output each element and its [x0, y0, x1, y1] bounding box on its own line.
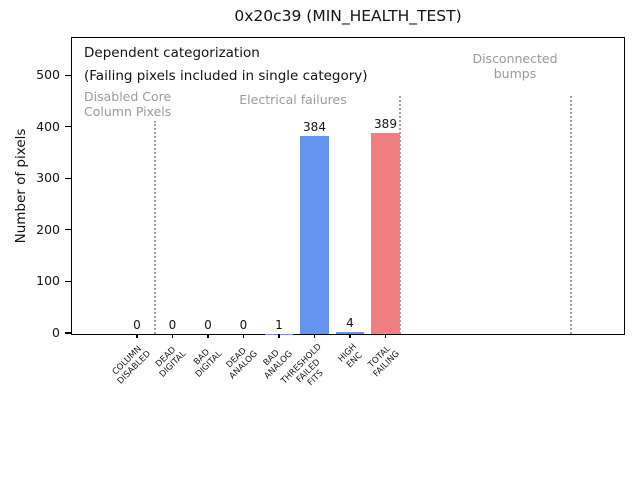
x-tick-mark [278, 334, 280, 338]
section-separator-dotted-line [154, 121, 156, 334]
x-tick-mark [349, 334, 351, 338]
y-tick-mark [65, 332, 71, 334]
bar-6 [335, 331, 365, 334]
annotation-failing-note: (Failing pixels included in single categ… [84, 68, 368, 84]
section-label-disabled-core-column-pixels: Disabled Core Column Pixels [84, 89, 172, 120]
bar-slot-2: 0 [190, 38, 226, 334]
y-tick-label: 100 [36, 273, 60, 289]
x-tick-label-text: HIGH ENC [336, 342, 365, 371]
section-separator-dotted-line [570, 96, 572, 334]
y-tick-mark [65, 280, 71, 283]
bar-value-label: 4 [346, 315, 354, 330]
y-tick-label: 0 [52, 325, 60, 340]
x-tick-label-text: DEAD DIGITAL [154, 345, 189, 380]
bar-4 [264, 333, 294, 334]
y-tick-label: 400 [36, 118, 60, 134]
section-label-electrical-failures: Electrical failures [239, 92, 347, 107]
bar-slot-3: 0 [226, 38, 262, 334]
x-tick-mark [313, 334, 316, 338]
y-tick-label: 500 [36, 67, 60, 83]
plot-area: 0 0 0 0 1 384 4 389 [71, 37, 625, 338]
chart-title: 0x20c39 (MIN_HEALTH_TEST) [234, 7, 462, 25]
x-tick-mark [136, 334, 138, 338]
y-tick-mark [65, 177, 71, 179]
x-tick-mark [384, 334, 387, 338]
bar-value-label: 384 [303, 120, 326, 135]
bar-value-label: 0 [204, 318, 212, 332]
y-tick-mark [65, 126, 71, 128]
bar-5 [300, 136, 329, 334]
y-tick-label: 300 [36, 170, 60, 186]
section-separator-dotted-line [399, 96, 401, 334]
bar-value-label: 0 [133, 318, 141, 332]
bar-slot-4: 1 [261, 38, 297, 334]
x-tick-label-text: TOTAL FAILING [366, 343, 402, 380]
y-tick-label: 200 [36, 221, 60, 237]
x-tick-mark [207, 334, 209, 338]
x-tick-label-text: COLUMN DISABLED [110, 344, 154, 387]
x-tick-label-text: BAD DIGITAL [191, 347, 225, 380]
bar-value-label: 1 [275, 317, 283, 332]
bar-value-label: 0 [239, 318, 248, 332]
x-tick-mark [171, 334, 174, 338]
bar-slot-7: 389 [368, 38, 404, 334]
bar-slot-5: 384 [297, 38, 333, 334]
annotation-dependent-categorization: Dependent categorization [84, 45, 260, 61]
bar-value-label: 0 [168, 318, 177, 332]
x-tick-label-text: DEAD ANALOG [224, 346, 260, 382]
bar-slot-0: 0 [119, 38, 155, 334]
bar-7 [371, 133, 400, 334]
section-label-disconnected-bumps: Disconnected bumps [472, 51, 558, 82]
y-tick-mark [65, 229, 71, 231]
bar-value-label: 389 [374, 117, 397, 132]
y-tick-mark [65, 74, 71, 76]
x-tick-mark [242, 334, 245, 338]
bar-slot-6: 4 [332, 38, 368, 334]
bar-slot-1: 0 [155, 38, 191, 334]
